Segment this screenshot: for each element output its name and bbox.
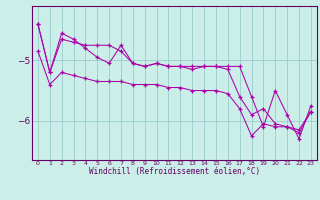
X-axis label: Windchill (Refroidissement éolien,°C): Windchill (Refroidissement éolien,°C) (89, 167, 260, 176)
